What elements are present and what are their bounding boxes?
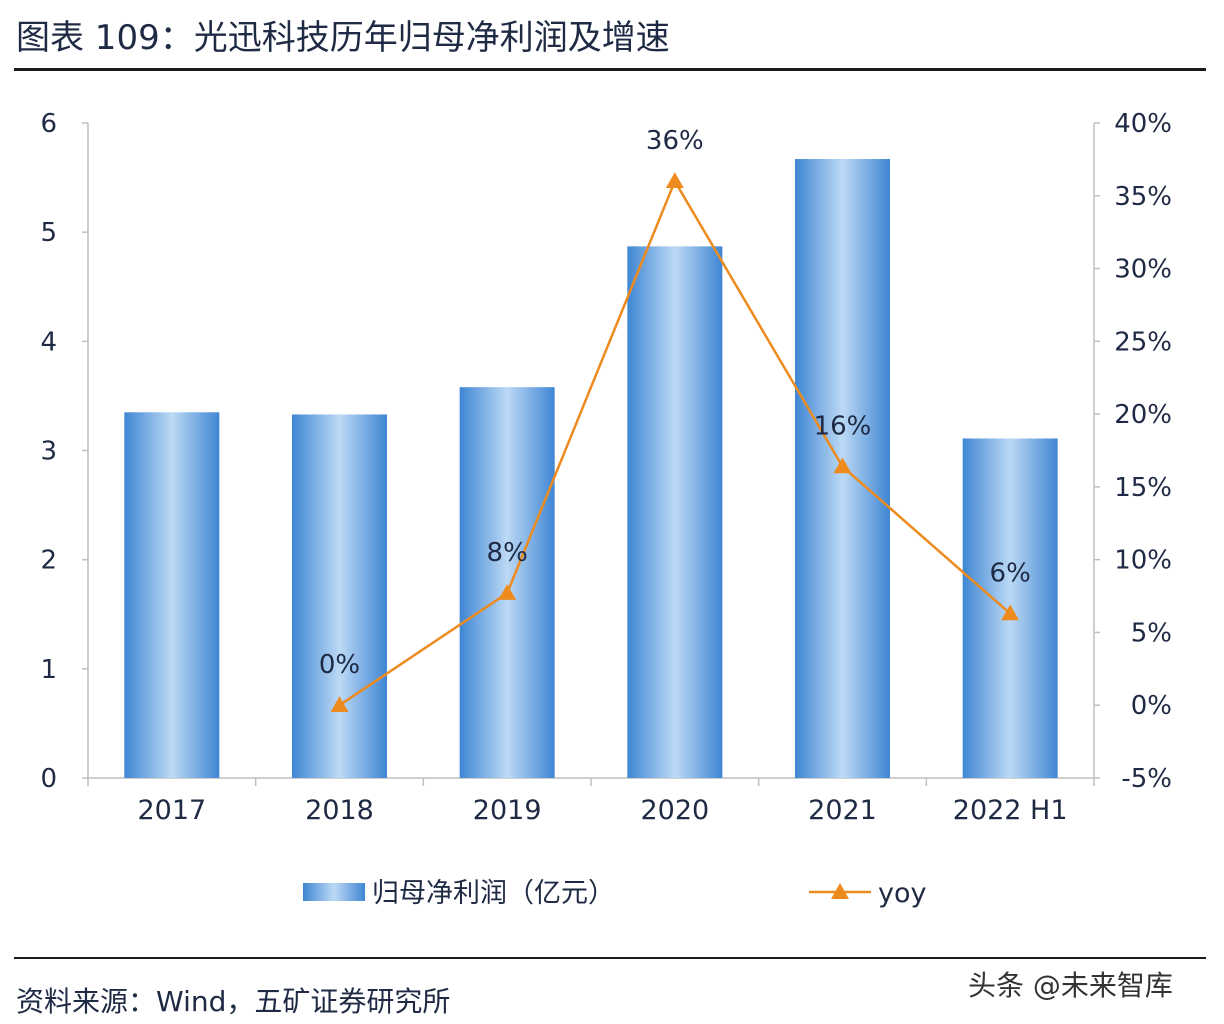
bar: [292, 414, 387, 778]
left-tick-label: 6: [40, 109, 57, 139]
yoy-point: [330, 696, 349, 712]
left-tick-label: 0: [40, 764, 57, 794]
combo-chart: 0 1 2 3 4 5 6 -5% 0% 5% 10% 15% 20% 25% 30% 35% 40% 2017 2…: [40, 109, 1172, 909]
right-tick-label: 0%: [1131, 691, 1172, 721]
footer-divider: [14, 957, 1206, 959]
legend-line-label: yoy: [878, 878, 926, 909]
source-note: 资料来源：Wind，五矿证券研究所: [16, 985, 451, 1018]
title-divider: [14, 68, 1206, 71]
x-tick-label: 2019: [473, 795, 542, 826]
right-tick-label: 10%: [1114, 546, 1172, 576]
legend-line-marker: [831, 883, 849, 899]
left-tick-label: 2: [40, 546, 57, 576]
left-tick-label: 5: [40, 218, 57, 248]
bar: [459, 387, 555, 778]
yoy-point: [498, 584, 517, 600]
yoy-data-label: 16%: [814, 412, 872, 442]
left-tick-label: 1: [40, 655, 57, 685]
right-tick-label: -5%: [1121, 764, 1172, 794]
right-tick-label: 35%: [1114, 182, 1172, 212]
right-tick-label: 40%: [1114, 109, 1172, 139]
right-tick-label: 20%: [1114, 400, 1172, 430]
legend-bar-label: 归母净利润（亿元）: [372, 878, 615, 909]
right-tick-label: 30%: [1114, 255, 1172, 285]
x-tick-label: 2017: [137, 795, 206, 826]
right-tick-label: 25%: [1114, 327, 1172, 357]
x-tick-label: 2021: [808, 795, 877, 826]
chart-title: 图表 109：光迅科技历年归母净利润及增速: [16, 18, 670, 58]
yoy-data-label: 0%: [319, 650, 360, 680]
right-tick-label: 5%: [1131, 618, 1172, 648]
yoy-data-label: 36%: [646, 126, 704, 156]
left-tick-label: 4: [40, 327, 57, 357]
x-tick-label: 2020: [640, 795, 709, 826]
bar: [627, 246, 723, 778]
yoy-point: [1001, 604, 1020, 621]
bar: [124, 412, 220, 778]
left-tick-label: 3: [40, 437, 57, 467]
yoy-data-label: 8%: [487, 538, 528, 568]
yoy-point: [665, 172, 684, 188]
yoy-point: [833, 457, 852, 474]
yoy-data-label: 6%: [990, 559, 1031, 589]
legend-bar-swatch: [303, 883, 365, 901]
x-tick-label: 2022 H1: [953, 795, 1068, 826]
watermark: 头条 @未来智库: [968, 969, 1173, 1002]
right-tick-label: 15%: [1114, 473, 1172, 503]
x-tick-label: 2018: [305, 795, 374, 826]
